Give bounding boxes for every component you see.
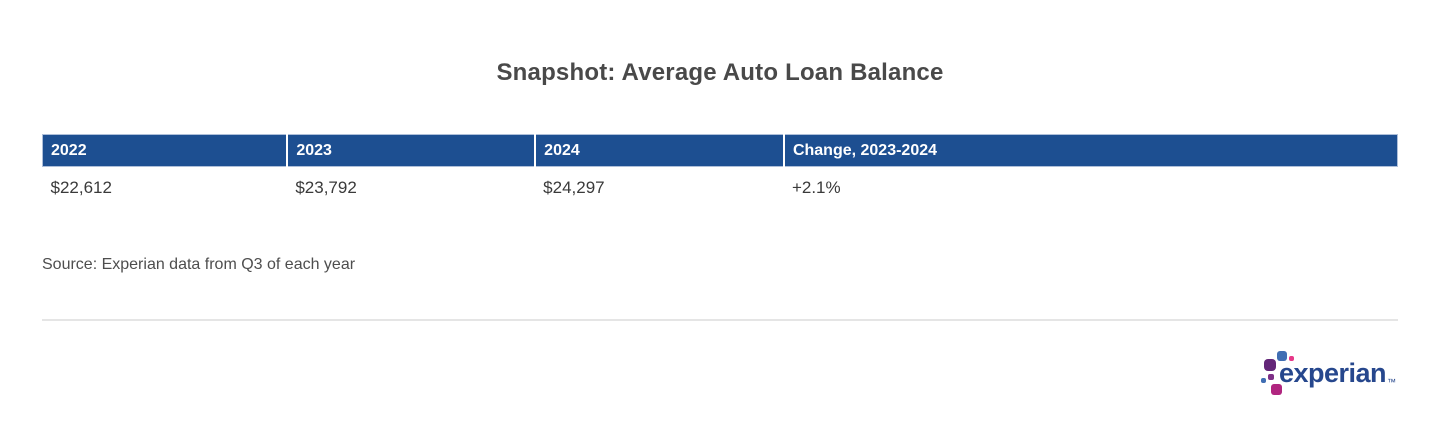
table-header-row: 2022 2023 2024 Change, 2023-2024 <box>42 134 1398 167</box>
cell-balance-2022: $22,612 <box>50 178 112 197</box>
table-row: $22,612 $23,792 $24,297 +2.1% <box>43 167 1398 209</box>
auto-loan-balance-table: 2022 2023 2024 Change, 2023-2024 $22,612… <box>42 134 1398 208</box>
experian-logo: experian ™ <box>1259 347 1396 405</box>
column-header-change: Change, 2023-2024 <box>782 134 1398 167</box>
divider-line <box>42 319 1398 321</box>
cell-balance-2023: $23,792 <box>295 178 357 197</box>
cell-balance-2024: $24,297 <box>543 178 605 197</box>
logo-square-blue-icon <box>1276 351 1287 361</box>
logo-dot-blue-icon <box>1260 378 1266 383</box>
cell-change-pct: +2.1% <box>791 178 841 197</box>
trademark-symbol: ™ <box>1387 377 1396 387</box>
experian-logo-mark <box>1259 347 1294 403</box>
experian-wordmark: experian <box>1278 358 1387 388</box>
logo-square-purple-icon <box>1263 359 1276 371</box>
column-header-2024: 2024 <box>534 134 784 167</box>
column-header-2023: 2023 <box>286 134 536 167</box>
column-header-2022: 2022 <box>42 134 288 167</box>
table-container: 2022 2023 2024 Change, 2023-2024 $22,612… <box>42 134 1398 208</box>
source-note: Source: Experian data from Q3 of each ye… <box>42 256 356 273</box>
logo-dot-pink-icon <box>1288 356 1294 361</box>
page-title: Snapshot: Average Auto Loan Balance <box>496 59 944 86</box>
logo-square-magenta-icon <box>1270 384 1282 395</box>
logo-dot-purple-icon <box>1267 374 1274 380</box>
